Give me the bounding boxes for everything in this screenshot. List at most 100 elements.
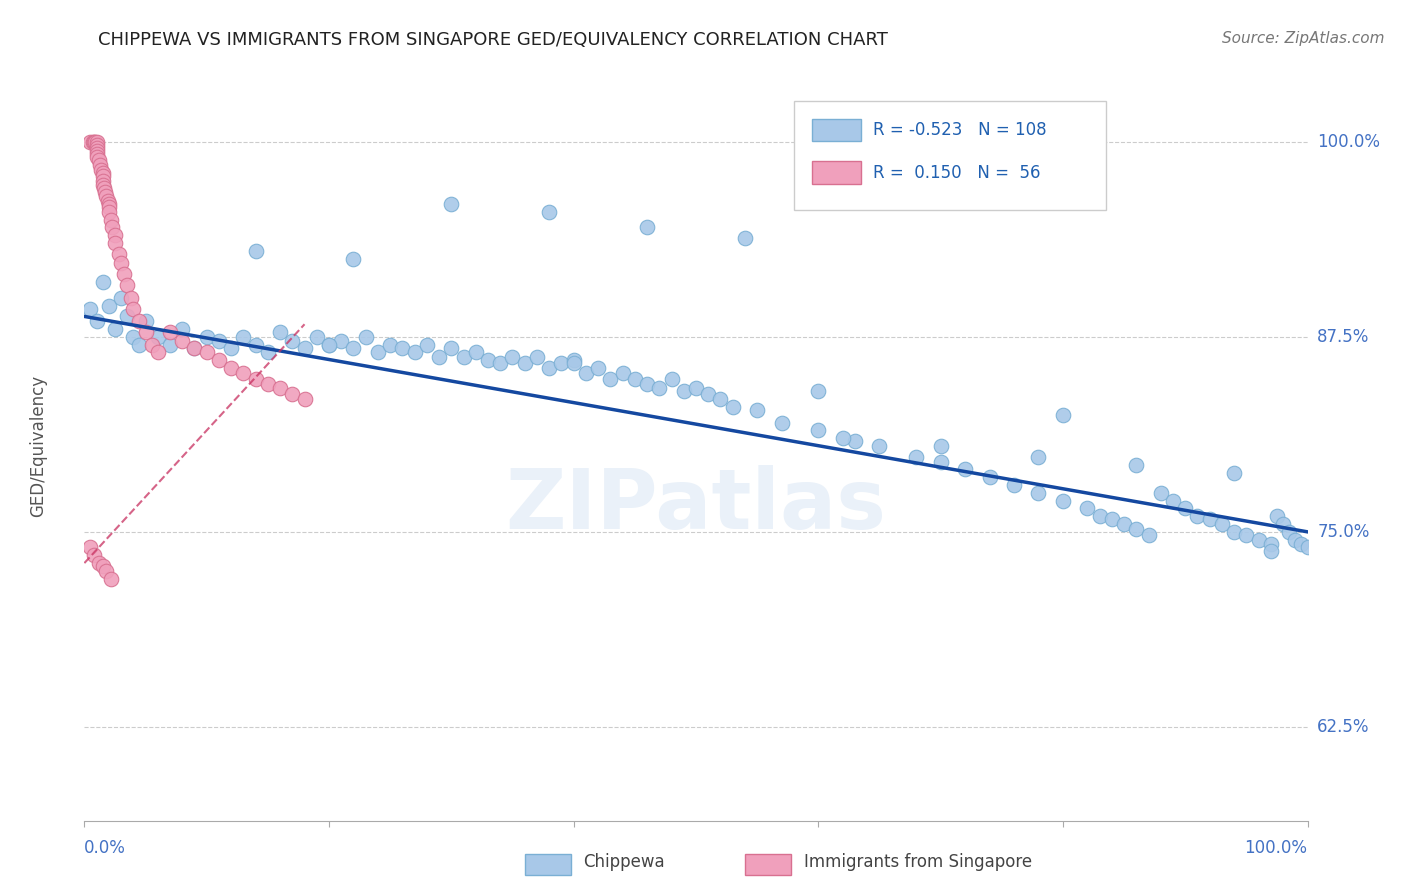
Point [79,135,101,149]
Point [79,301,101,316]
Text: Source: ZipAtlas.com: Source: ZipAtlas.com [1222,31,1385,46]
Point [89,158,111,172]
Point [636,220,658,235]
Point [1161,493,1184,508]
Point [257,345,280,359]
Point [1028,450,1050,464]
Point [219,360,242,375]
Point [734,231,756,245]
Point [648,381,671,395]
Point [612,366,634,380]
Point [685,381,707,395]
Point [91,178,114,193]
Point [195,345,218,359]
Point [1114,516,1136,531]
Point [1272,516,1295,531]
Point [96,189,118,203]
Point [489,356,512,370]
Point [159,337,181,351]
Point [101,220,124,235]
Point [112,267,135,281]
Point [905,450,928,464]
Text: 62.5%: 62.5% [1317,718,1369,736]
Point [1291,537,1313,551]
Point [440,197,463,211]
Point [747,403,769,417]
Point [87,556,110,570]
Point [97,197,120,211]
Point [257,376,280,391]
Point [172,322,194,336]
Point [1088,509,1111,524]
Point [416,337,439,351]
Point [128,314,150,328]
Point [844,434,866,449]
Point [281,334,304,349]
Point [1137,528,1160,542]
Point [1247,533,1270,547]
Point [831,431,853,445]
Point [146,329,169,343]
Point [232,329,254,343]
Point [586,360,609,375]
Point [1284,533,1306,547]
Point [1076,501,1098,516]
Point [721,400,744,414]
Point [135,325,157,339]
Point [122,301,145,316]
Point [91,173,114,188]
Point [330,334,353,349]
Point [342,252,364,266]
Point [83,135,105,149]
FancyBboxPatch shape [745,855,792,875]
Point [538,205,561,219]
Text: R = -0.523   N = 108: R = -0.523 N = 108 [873,120,1047,139]
Point [1278,524,1301,539]
Text: Chippewa: Chippewa [583,853,665,871]
Point [91,559,114,574]
Point [159,325,181,339]
Point [86,150,108,164]
Point [120,291,142,305]
Point [1265,509,1288,524]
Point [1187,509,1209,524]
Point [86,135,108,149]
Point [91,166,114,180]
Point [84,135,107,149]
Point [575,366,598,380]
Point [97,194,120,208]
Point [83,548,105,562]
Point [1125,458,1147,472]
FancyBboxPatch shape [813,119,860,141]
Point [115,310,138,324]
Point [477,353,499,368]
Point [97,205,120,219]
Point [79,541,101,555]
Text: ZIPatlas: ZIPatlas [506,466,886,547]
Point [281,387,304,401]
Point [219,341,242,355]
Text: GED/Equivalency: GED/Equivalency [30,375,46,517]
Point [86,314,108,328]
Point [87,153,110,168]
Point [110,256,132,270]
FancyBboxPatch shape [813,161,860,184]
Point [661,372,683,386]
Point [91,275,114,289]
FancyBboxPatch shape [794,102,1105,210]
Point [146,345,169,359]
Point [1211,516,1233,531]
Point [1198,512,1220,526]
Point [245,372,267,386]
Point [135,314,157,328]
Point [195,329,218,343]
Point [100,572,122,586]
Point [1296,541,1319,555]
Point [709,392,731,407]
Point [427,350,450,364]
Text: 100.0%: 100.0% [1317,133,1381,151]
Point [1223,466,1246,480]
Point [141,337,163,351]
Point [1260,537,1282,551]
Point [208,353,231,368]
